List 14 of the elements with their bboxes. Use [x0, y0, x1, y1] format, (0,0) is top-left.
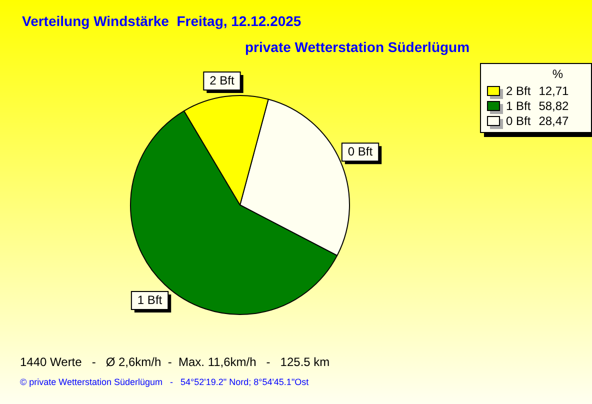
text: 1440 Werte - Ø 2,6km/h - Max. 11,6km/h - 125.5 km	[20, 355, 330, 369]
data-label: 12,71	[538, 84, 569, 98]
legend-title: %	[551, 67, 564, 81]
slice-label: 1 Bft	[137, 292, 163, 307]
data-label: 28,47	[538, 114, 569, 128]
slice-label: 0 Bft	[348, 144, 374, 158]
text: © private Wetterstation Süderlügum - 54°52'19.2" Nord; 8°54'45.1"Ost	[20, 377, 309, 387]
legend-label: 2 Bft	[506, 84, 531, 98]
slice-label: 2 Bft	[210, 73, 235, 88]
data-label: 58,82	[538, 98, 569, 112]
legend-label: 1 Bft	[506, 98, 531, 112]
chart-subtitle: private Wetterstation Süderlügum	[245, 39, 470, 55]
legend-label: 0 Bft	[506, 114, 531, 128]
chart-title: Verteilung Windstärke Freitag, 12.12.2025	[22, 13, 302, 29]
